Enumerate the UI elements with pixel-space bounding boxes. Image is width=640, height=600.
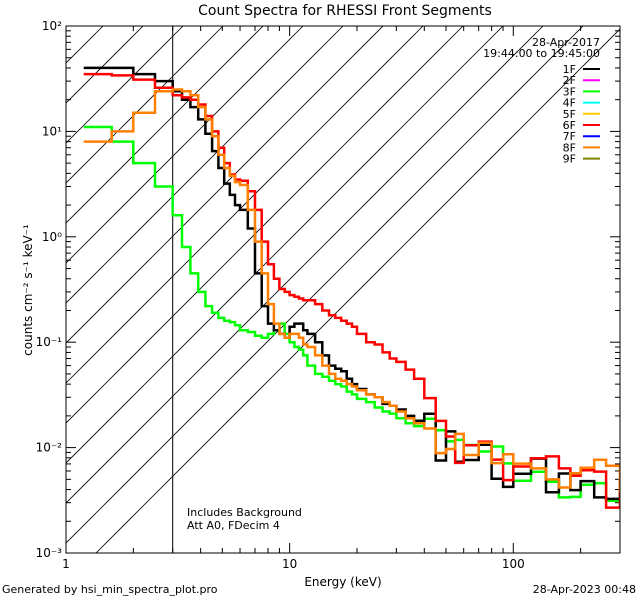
spectra-lines [83,66,620,509]
annotation-attenuator: Att A0, FDecim 4 [187,519,280,532]
hatch-line [66,26,544,504]
y-tick-label: 10² [42,19,62,33]
generator-credit: Generated by hsi_min_spectra_plot.pro [2,583,218,596]
render-timestamp: 28-Apr-2023 00:48 [532,583,636,596]
hatch-line [66,26,264,224]
hatch-line [66,26,344,304]
hatch-line [66,26,184,144]
series-1F-line [83,66,620,501]
y-axis-label: counts cm⁻² s⁻¹ keV⁻¹ [21,224,35,356]
hatch-line [66,26,304,264]
y-tick-label: 10¹ [42,124,62,138]
legend-label-2F: 2F [563,74,576,87]
hatch-line [66,26,504,464]
annotation-background: Includes Background [187,506,302,519]
x-axis-label: Energy (keV) [304,575,381,589]
plot-frame [65,25,621,554]
legend-label-8F: 8F [563,141,576,154]
axes: 1 10 100 10⁻³ 10⁻² 10⁻¹ 10⁰ 10¹ 10² [36,19,621,571]
excluded-energy-hatch [66,26,620,553]
hatch-line [66,26,584,544]
legend-label-3F: 3F [563,85,576,98]
legend-label-1F: 1F [563,63,576,76]
series-6F-line [83,72,620,509]
x-tick-label: 10 [282,557,297,571]
hatch-line [66,26,224,184]
hatch-line [66,26,464,424]
legend-label-7F: 7F [563,130,576,143]
legend-label-4F: 4F [563,97,576,110]
time-range: 19:44:00 to 19:45:00 [483,47,600,60]
x-tick-label: 1 [62,557,70,571]
y-tick-label: 10⁻¹ [36,335,63,349]
chart-title: Count Spectra for RHESSI Front Segments [198,3,492,19]
hatch-line [66,26,424,384]
series-3F-line [83,125,620,503]
series-8F-line [83,88,620,493]
y-tick-label: 10⁻² [36,441,63,455]
y-tick-label: 10⁻³ [36,546,63,560]
legend-label-5F: 5F [563,108,576,121]
observation-date: 28-Apr-2017 [532,36,600,49]
legend-label-6F: 6F [563,119,576,132]
legend-label-9F: 9F [563,153,576,166]
x-tick-label: 100 [502,557,525,571]
hatch-line [66,26,384,344]
hatch-line [95,28,620,553]
y-tick-label: 10⁰ [42,230,62,244]
